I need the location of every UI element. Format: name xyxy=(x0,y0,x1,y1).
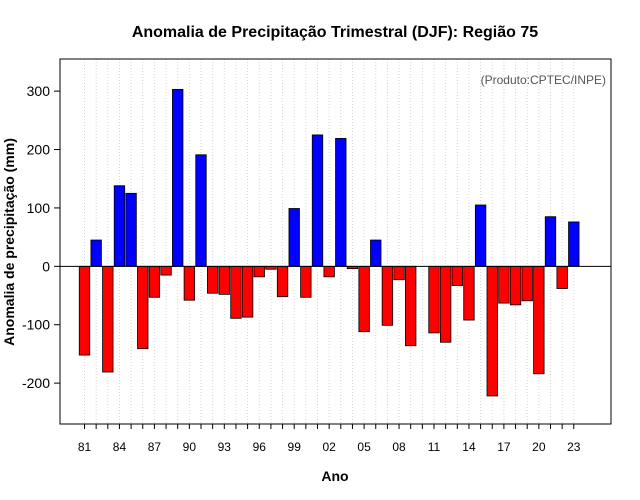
bar-89 xyxy=(172,88,184,267)
x-axis-label: Ano xyxy=(321,468,348,484)
bar-16 xyxy=(486,265,498,397)
x-tick-label: 93 xyxy=(218,440,232,454)
x-tick-label: 96 xyxy=(253,440,267,454)
x-tick-label: 17 xyxy=(497,440,511,454)
bar-06 xyxy=(370,239,382,267)
bar-88 xyxy=(160,265,172,276)
bar-84 xyxy=(113,185,126,267)
bar-82 xyxy=(90,239,102,267)
y-tick-label: 300 xyxy=(27,83,51,99)
x-tick-label: 14 xyxy=(462,440,476,454)
bar-14 xyxy=(463,265,475,321)
bar-22 xyxy=(556,265,568,289)
bar-00 xyxy=(300,265,312,298)
bar-18 xyxy=(509,265,522,306)
bar-01 xyxy=(311,134,324,267)
y-tick-label: 0 xyxy=(42,258,50,274)
source-annotation: (Produto:CPTEC/INPE) xyxy=(481,73,606,87)
y-tick-label: 100 xyxy=(27,200,51,216)
bar-21 xyxy=(544,216,557,267)
bar-13 xyxy=(451,265,463,286)
bar-92 xyxy=(206,265,219,294)
x-tick-label: 90 xyxy=(183,440,197,454)
bar-86 xyxy=(137,265,149,350)
bar-98 xyxy=(276,265,289,298)
y-axis: -200 -100 0 100 200 300 xyxy=(22,83,60,391)
bar-91 xyxy=(195,154,207,267)
bar-94 xyxy=(230,265,242,319)
bars-layer xyxy=(78,88,580,397)
x-tick-label: 08 xyxy=(392,440,406,454)
x-tick-label: 02 xyxy=(322,440,336,454)
bar-02 xyxy=(323,265,335,278)
y-tick-label: -200 xyxy=(22,375,50,391)
bar-17 xyxy=(498,265,510,304)
bar-15 xyxy=(474,204,487,267)
bar-95 xyxy=(241,265,254,318)
x-tick-label: 87 xyxy=(148,440,162,454)
bar-07 xyxy=(381,265,394,326)
x-tick-label: 20 xyxy=(532,440,546,454)
bar-09 xyxy=(405,265,417,347)
bar-81 xyxy=(78,265,91,356)
bar-90 xyxy=(183,265,196,301)
plot-frame xyxy=(59,58,612,425)
x-tick-label: 23 xyxy=(567,440,581,454)
bar-08 xyxy=(393,265,405,281)
y-tick-label: 200 xyxy=(27,142,51,158)
chart-title: Anomalia de Precipitação Trimestral (DJF… xyxy=(132,24,538,41)
bar-03 xyxy=(335,138,347,267)
bar-93 xyxy=(218,265,230,295)
x-tick-label: 05 xyxy=(357,440,371,454)
x-tick-label: 99 xyxy=(288,440,302,454)
bar-11 xyxy=(428,265,440,334)
bar-85 xyxy=(125,192,137,267)
bar-20 xyxy=(533,265,545,375)
y-axis-label: Anomalia de precipitação (mm) xyxy=(1,138,17,346)
bar-99 xyxy=(288,208,300,267)
bar-87 xyxy=(148,265,161,298)
x-tick-label: 84 xyxy=(113,440,127,454)
y-tick-label: -100 xyxy=(22,317,50,333)
bar-12 xyxy=(439,265,452,343)
bar-05 xyxy=(358,265,370,333)
x-axis: 81 84 87 90 93 96 99 02 05 08 11 14 17 20 23 xyxy=(78,424,581,454)
x-tick-label: 11 xyxy=(428,440,441,454)
bar-83 xyxy=(102,265,114,373)
bar-23 xyxy=(568,221,580,267)
bar-19 xyxy=(521,265,533,302)
x-tick-label: 81 xyxy=(78,440,92,454)
bar-96 xyxy=(253,265,265,278)
grid-layer xyxy=(84,59,575,424)
